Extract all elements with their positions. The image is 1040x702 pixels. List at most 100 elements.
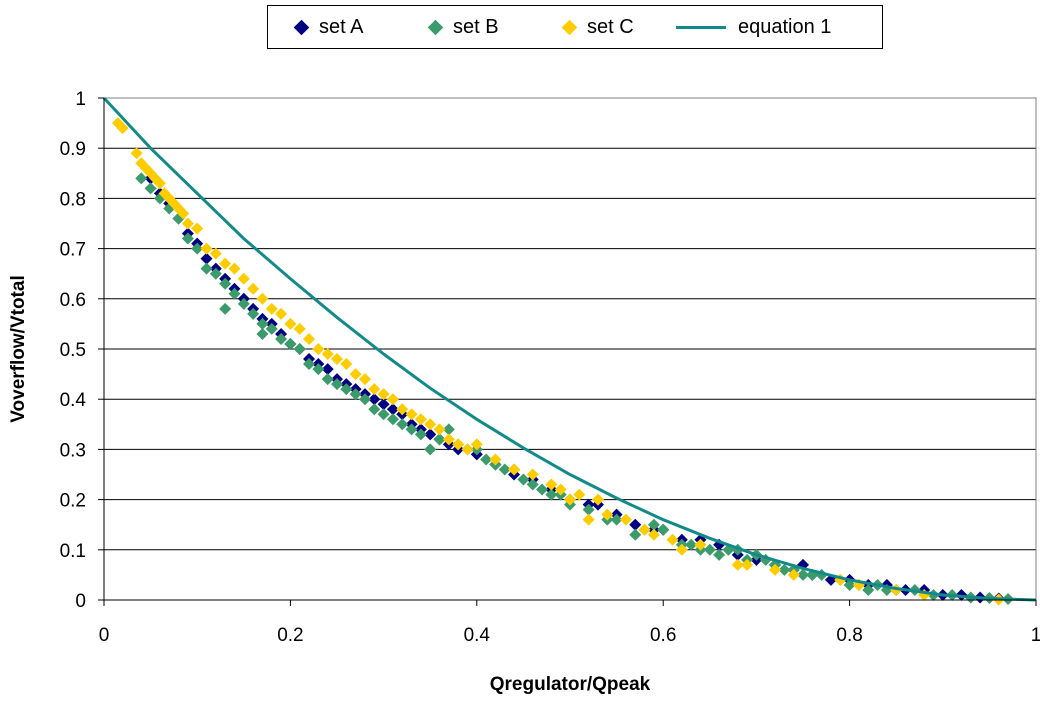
data-point (303, 358, 316, 371)
data-point (265, 322, 278, 335)
data-point (321, 373, 334, 386)
data-point (340, 358, 353, 371)
data-point (349, 368, 362, 381)
y-tick-label: 0.2 (60, 491, 86, 512)
data-point (424, 428, 437, 441)
data-point (526, 468, 539, 481)
data-point (610, 513, 623, 526)
data-point (228, 262, 241, 275)
data-point (591, 493, 604, 506)
data-point (685, 538, 698, 551)
data-point (405, 408, 418, 421)
data-point (256, 317, 269, 330)
data-point (601, 508, 614, 521)
series-set-a (144, 172, 1005, 605)
y-tick-label: 0.1 (60, 541, 86, 562)
data-point (480, 453, 493, 466)
data-point (629, 528, 642, 541)
data-point (386, 413, 399, 426)
x-tick-label: 0.4 (464, 625, 491, 646)
data-point (442, 423, 455, 436)
data-point (713, 548, 726, 561)
data-point (778, 563, 791, 576)
diamond-marker-icon (427, 19, 444, 35)
legend-label-set-b: set B (453, 15, 499, 38)
line-marker-icon (676, 25, 726, 29)
legend-item-set-b: set B (427, 6, 499, 48)
data-point (219, 257, 232, 270)
data-point (247, 282, 260, 295)
data-point (666, 533, 679, 546)
legend: set A set B set C equation 1 (267, 5, 883, 49)
data-point (377, 408, 390, 421)
diamond-marker-icon (293, 19, 310, 35)
data-point (219, 302, 232, 315)
data-point (219, 277, 232, 290)
data-point (461, 443, 474, 456)
legend-label-equation-1: equation 1 (738, 15, 832, 38)
data-point (582, 503, 595, 516)
data-point (340, 383, 353, 396)
x-tick-label: 0.6 (650, 625, 676, 646)
x-tick-label: 1 (1031, 625, 1040, 646)
data-point (349, 388, 362, 401)
y-tick-label: 0.9 (60, 139, 86, 160)
data-point (116, 122, 129, 135)
data-point (769, 563, 782, 576)
data-point (647, 528, 660, 541)
data-point (508, 463, 521, 476)
data-point (517, 473, 530, 486)
data-point (368, 403, 381, 416)
data-point (564, 493, 576, 506)
data-point (321, 363, 334, 376)
data-point (657, 523, 670, 536)
data-point (237, 297, 250, 310)
data-point (452, 438, 465, 451)
y-tick-label: 0.6 (60, 290, 86, 311)
data-point (489, 453, 502, 466)
data-point (181, 232, 194, 245)
data-point (135, 172, 148, 185)
data-point (396, 403, 409, 416)
data-point (284, 317, 297, 330)
y-tick-label: 0.3 (60, 440, 86, 461)
data-point (358, 393, 371, 406)
x-tick-label: 0 (99, 625, 110, 646)
data-point (675, 543, 688, 556)
series-layer (102, 96, 1037, 606)
data-point (862, 583, 875, 596)
data-point (275, 332, 288, 345)
data-point (247, 307, 260, 320)
data-point (200, 252, 213, 265)
data-point (293, 343, 306, 355)
data-point (573, 488, 586, 501)
data-point (368, 383, 381, 396)
data-point (582, 513, 595, 526)
legend-item-equation-1: equation 1 (676, 6, 831, 48)
data-point (181, 217, 194, 230)
data-point (414, 413, 427, 426)
data-point (312, 363, 325, 376)
data-point (424, 418, 437, 431)
data-point (536, 483, 549, 496)
data-point (386, 393, 399, 406)
data-point (694, 538, 707, 551)
data-point (321, 348, 334, 361)
data-point (554, 483, 567, 496)
data-point (153, 177, 166, 190)
data-point (228, 287, 241, 300)
data-point (200, 262, 213, 275)
data-point (545, 488, 558, 501)
y-tick-label: 0.8 (60, 189, 86, 210)
legend-label-set-a: set A (319, 15, 364, 38)
data-point (414, 428, 427, 441)
data-point (209, 247, 222, 260)
gridlines (104, 97, 1036, 551)
y-tick-label: 0.7 (60, 240, 86, 261)
data-point (237, 272, 250, 285)
data-point (284, 337, 297, 350)
data-point (405, 423, 418, 436)
data-point (433, 433, 446, 446)
y-tick-label: 0.5 (60, 340, 86, 361)
